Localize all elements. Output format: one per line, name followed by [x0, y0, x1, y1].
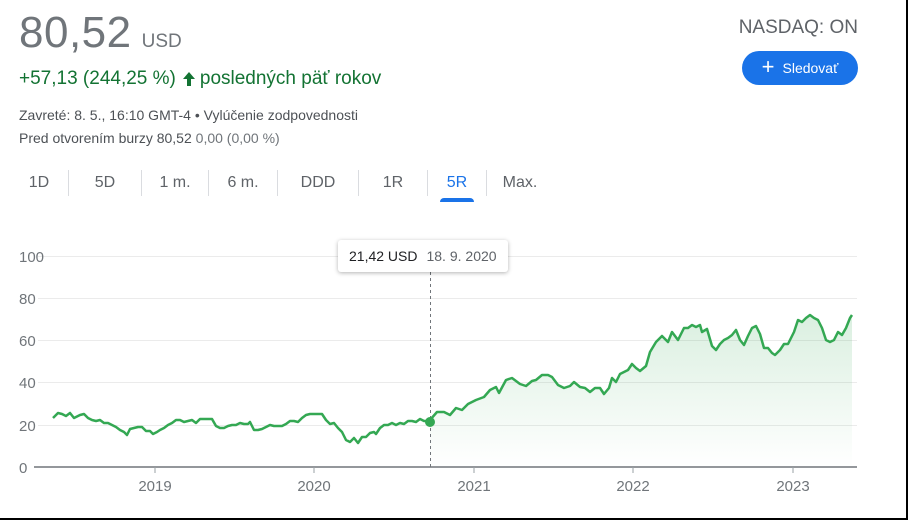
tab-divider: [358, 170, 359, 196]
tab-5d[interactable]: 5D: [94, 174, 116, 191]
tab-divider: [277, 170, 278, 196]
y-tick-label: 80: [19, 291, 36, 308]
tab-1y[interactable]: 1R: [382, 174, 404, 191]
change-value: +57,13 (244,25 %): [19, 68, 176, 89]
tab-6m[interactable]: 6 m.: [227, 174, 259, 191]
x-tick-label: 2022: [616, 478, 649, 495]
tab-divider: [486, 170, 487, 196]
area-fill: [430, 315, 852, 467]
x-axis: 2019 2020 2021 2022 2023: [34, 466, 857, 495]
plus-icon: +: [761, 54, 775, 79]
y-tick-label: 0: [19, 460, 27, 477]
price-block: 80,52 USD: [19, 8, 182, 58]
follow-button[interactable]: + Sledovať: [742, 51, 858, 85]
tab-5y[interactable]: 5R: [428, 166, 486, 200]
x-tick-label: 2021: [457, 478, 490, 495]
closed-info: Zavreté: 8. 5., 16:10 GMT-4 • Vylúčenie …: [19, 107, 359, 123]
x-tick-label: 2020: [297, 478, 330, 495]
tab-divider: [141, 170, 142, 196]
follow-button-label: Sledovať: [782, 60, 839, 76]
arrow-up-icon: [182, 72, 195, 86]
current-price: 80,52: [19, 8, 132, 57]
premarket-change: 0,00 (0,00 %): [195, 130, 280, 146]
tooltip-date: 18. 9. 2020: [426, 248, 497, 264]
change-period: posledných päť rokov: [199, 68, 382, 89]
y-axis: 100 80 60 40 20 0: [19, 249, 44, 477]
premarket-label: Pred otvorením burzy 80,52: [19, 130, 192, 146]
x-tick-label: 2019: [138, 478, 171, 495]
y-tick-label: 100: [19, 249, 44, 266]
price-chart[interactable]: 100 80 60 40 20 0 2019 2020 2021 2022 20…: [0, 230, 908, 500]
y-tick-label: 40: [19, 375, 36, 392]
tooltip-value: 21,42 USD: [349, 248, 418, 264]
gridlines: [38, 256, 857, 426]
tab-1m[interactable]: 1 m.: [159, 174, 191, 191]
tab-ytd[interactable]: DDD: [300, 174, 336, 191]
hover-point: [425, 417, 435, 427]
tab-divider: [68, 170, 69, 196]
hover-tooltip: 21,42 USD 18. 9. 2020: [338, 240, 508, 272]
x-tick-label: 2023: [776, 478, 809, 495]
price-line: [52, 313, 854, 445]
y-tick-label: 20: [19, 418, 36, 435]
price-change: +57,13 (244,25 %) posledných päť rokov: [19, 68, 381, 90]
currency-label: USD: [141, 31, 182, 52]
premarket-info: Pred otvorením burzy 80,52 0,00 (0,00 %): [19, 130, 280, 146]
tab-divider: [208, 170, 209, 196]
tab-1d[interactable]: 1D: [28, 174, 50, 191]
ticker-symbol: NASDAQ: ON: [738, 17, 858, 38]
y-tick-label: 60: [19, 333, 36, 350]
range-tabs: 1D 5D 1 m. 6 m. DDD 1R 5R Max.: [10, 166, 553, 200]
tab-max[interactable]: Max.: [502, 174, 538, 191]
